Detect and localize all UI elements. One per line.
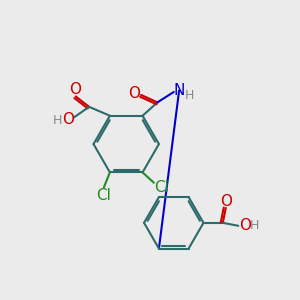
Text: Cl: Cl: [154, 180, 169, 195]
Text: N: N: [173, 83, 185, 98]
Text: H: H: [53, 114, 62, 127]
Text: O: O: [220, 194, 232, 209]
Text: O: O: [62, 112, 74, 127]
Text: O: O: [69, 82, 81, 98]
Text: Cl: Cl: [97, 188, 111, 203]
Text: H: H: [184, 89, 194, 102]
Text: O: O: [239, 218, 251, 233]
Text: O: O: [128, 86, 140, 101]
Text: H: H: [250, 219, 259, 232]
